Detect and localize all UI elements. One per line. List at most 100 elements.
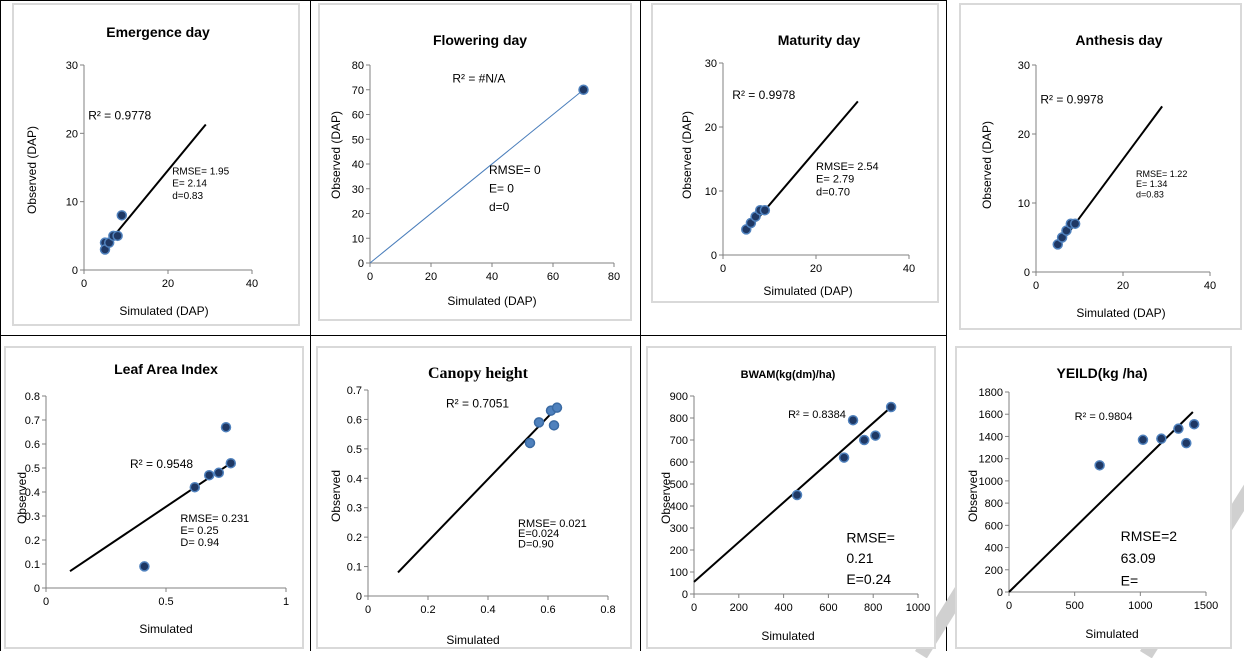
chart-panel-canopy-height: Canopy height 0 0.1 0.2 0.3 0.4 0.5 0.6 0.7 0 0.2 0… [316,346,632,649]
r-squared-label: R² = 0.7051 [446,397,509,411]
y-tick-label: 20 [705,122,717,134]
stat-label: E=0.024 [518,528,559,540]
stat-label: RMSE=2 [1121,528,1178,544]
x-tick-label: 0 [81,278,87,290]
y-tick-label: 40 [352,159,364,171]
y-tick-label: 80 [352,60,364,72]
stat-label: RMSE= 2.54 [816,161,879,173]
x-tick-label: 200 [730,602,748,614]
x-tick-label: 60 [547,271,559,283]
data-point [838,452,850,463]
r-squared-label: R² = 0.8384 [788,409,846,421]
y-tick-label: 30 [1018,60,1030,72]
r-squared-label: R² = 0.9978 [732,88,795,102]
x-axis-label: Simulated (DAP) [1076,306,1165,320]
y-tick-label: 0 [997,587,1003,599]
y-tick-label: 20 [66,128,78,140]
stat-label: RMSE= 1.95 [172,166,229,177]
y-tick-label: 800 [670,413,688,425]
y-tick-label: 0.3 [347,503,362,515]
y-tick-label: 10 [352,233,364,245]
x-tick-label: 20 [810,263,822,275]
y-tick-label: 1200 [979,454,1003,466]
chart-title: Emergence day [106,24,210,40]
data-point [885,401,897,413]
stat-label: E= 2.14 [172,179,207,190]
chart-panel-yield: YEILD(kg /ha) 0 200 400 600 800 1000 1200 1400 16… [955,346,1232,649]
y-tick-label: 800 [985,498,1003,510]
x-axis-label: Simulated [139,622,192,636]
data-point [220,421,232,433]
x-axis-label: Simulated (DAP) [447,294,536,308]
data-point [551,402,563,413]
y-tick-label: 20 [352,209,364,221]
x-axis-label: Simulated (DAP) [119,304,208,318]
y-tick-label: 700 [670,435,688,447]
x-tick-label: 0 [1033,280,1039,292]
y-tick-label: 0.8 [25,391,40,403]
cell-divider-2 [640,0,641,651]
y-tick-label: 200 [985,565,1003,577]
y-tick-label: 0.1 [25,559,40,571]
data-point [116,210,128,221]
y-tick-label: 500 [670,479,688,491]
chart-yield: YEILD(kg /ha) 0 200 400 600 800 1000 1200 1400 16… [966,365,1218,641]
trendline [369,89,584,264]
x-tick-label: 0.6 [540,604,555,616]
stat-label: d=0 [489,200,510,214]
stat-label: E= 1.34 [1136,179,1167,189]
cell-border-left [0,0,1,651]
y-tick-label: 600 [670,457,688,469]
y-tick-label: 30 [705,58,717,70]
y-tick-label: 50 [352,134,364,146]
trendline [69,462,232,573]
data-point [1188,418,1200,430]
stat-label: d=0.83 [172,191,203,202]
chart-flowering: Flowering day 0 10 20 30 40 50 60 70 80 0 20 40 60 80 S… [329,32,620,308]
cell-divider-3 [946,0,947,651]
chart-panel-leaf-area-index: Leaf Area Index 0 0.1 0.2 0.3 0.4 0.5 0.6 0.7 0.8… [4,346,304,649]
stat-label: E= 2.79 [816,174,854,186]
y-tick-label: 0.2 [25,535,40,547]
data-point [1094,460,1105,471]
stat-label: RMSE= 1.22 [1136,169,1187,179]
stat-label: RMSE= [846,529,895,545]
y-tick-label: 0.6 [25,439,40,451]
x-tick-label: 400 [774,602,792,614]
x-tick-label: 0 [365,604,371,616]
chart-title: Anthesis day [1075,32,1162,48]
x-tick-label: 0 [43,596,49,608]
y-tick-label: 0.6 [347,414,362,426]
trendline [104,123,207,248]
x-tick-label: 40 [1204,280,1216,292]
stat-label: RMSE= 0.231 [180,513,249,525]
chart-title: YEILD(kg /ha) [1056,365,1147,381]
y-tick-label: 400 [670,501,688,513]
r-squared-label: R² = 0.9778 [88,109,151,123]
y-tick-label: 0 [682,589,688,601]
x-tick-label: 800 [864,602,882,614]
y-axis-label: Observed [15,472,29,524]
y-tick-label: 60 [352,110,364,122]
data-point [213,467,225,479]
x-axis-label: Simulated [761,629,814,643]
y-tick-label: 0.1 [347,562,362,574]
chart-title: BWAM(kg(dm)/ha) [741,369,836,381]
x-tick-label: 500 [1065,600,1083,612]
chart-anthesis: Anthesis day 0 10 20 30 0 20 40 Simulated (DAP) O… [980,32,1216,320]
x-tick-label: 600 [819,602,837,614]
data-point [112,230,123,242]
data-point [1137,434,1149,446]
stat-label: E=0.24 [846,571,891,587]
x-tick-label: 80 [608,271,620,283]
y-tick-label: 200 [670,545,688,557]
y-tick-label: 600 [985,520,1003,532]
data-point [870,430,881,441]
x-tick-label: 0.8 [600,604,615,616]
x-tick-label: 1 [283,596,289,608]
y-tick-label: 10 [66,197,78,209]
y-axis-label: Observed (DAP) [680,111,694,199]
y-tick-label: 0.7 [347,385,362,397]
data-point [139,561,150,572]
r-squared-label: R² = 0.9978 [1040,93,1103,107]
